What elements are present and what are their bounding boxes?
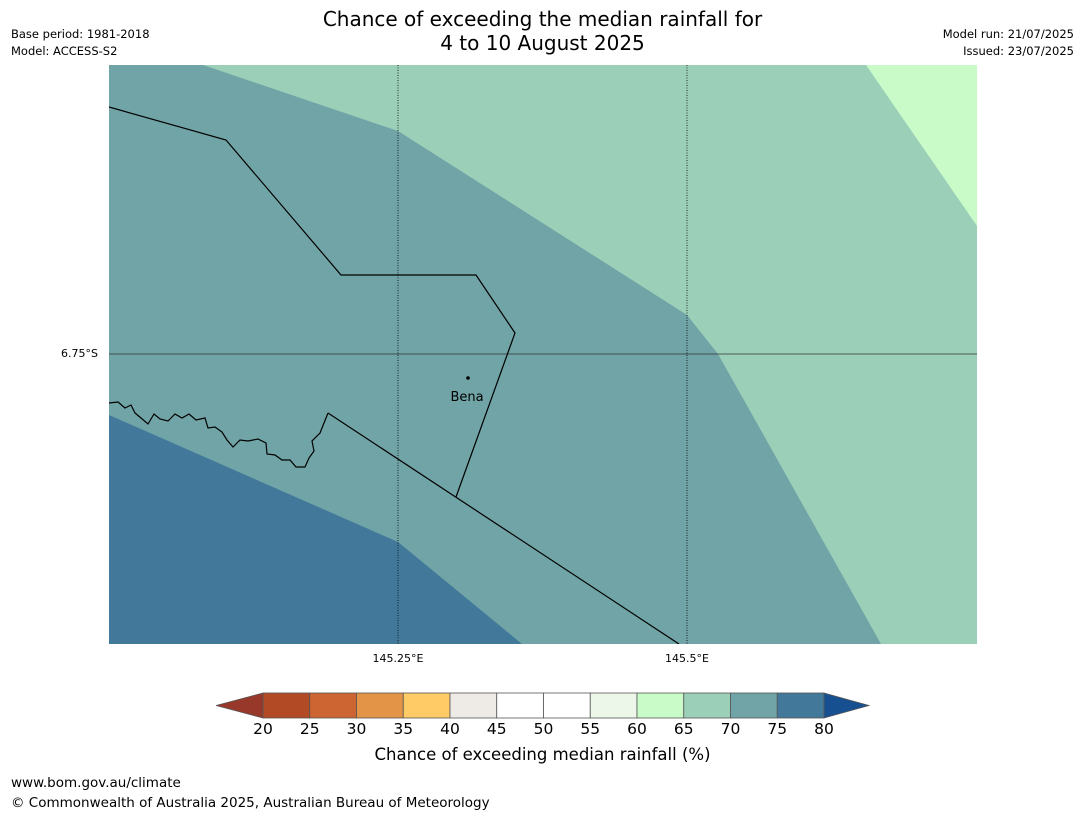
rainfall-map: Bena: [109, 65, 977, 644]
colorbar-tick-80: 80: [814, 720, 834, 738]
colorbar-segment-60: [636, 692, 685, 719]
colorbar-segment-55: [589, 692, 638, 719]
colorbar-title: Chance of exceeding median rainfall (%): [374, 745, 711, 764]
model-run-text: Model run: 21/07/2025: [942, 27, 1074, 41]
colorbar-tick-55: 55: [580, 720, 601, 738]
colorbar: [216, 692, 870, 719]
boundary-south: [327, 412, 680, 644]
run-info: Model run: 21/07/2025 Issued: 23/07/2025: [943, 26, 1074, 60]
colorbar-tick-50: 50: [533, 720, 554, 738]
colorbar-tick-60: 60: [627, 720, 647, 738]
latitude-label: 6.75°S: [61, 347, 98, 360]
colorbar-tick-20: 20: [253, 720, 273, 738]
colorbar-segment-75: [776, 692, 825, 719]
colorbar-tick-30: 30: [346, 720, 367, 738]
boundary-north: [109, 106, 516, 498]
title-line-2: 4 to 10 August 2025: [440, 31, 645, 55]
longitude-label-145-5: 145.5°E: [665, 652, 709, 665]
colorbar-tick-70: 70: [720, 720, 741, 738]
colorbar-segment-70: [730, 692, 778, 719]
longitude-label-145-25: 145.25°E: [372, 652, 424, 665]
base-period-text: Base period: 1981-2018: [11, 27, 150, 41]
model-info: Base period: 1981-2018 Model: ACCESS-S2: [11, 26, 150, 60]
colorbar-tick-25: 25: [299, 720, 320, 738]
colorbar-segment-25: [309, 692, 357, 719]
zone-75-80: [109, 415, 522, 644]
colorbar-tick-40: 40: [440, 720, 460, 738]
colorbar-segment-35: [402, 692, 451, 719]
zone-65-70: [203, 65, 977, 644]
colorbar-tick-45: 45: [486, 720, 507, 738]
colorbar-low-extend: [216, 692, 264, 719]
colorbar-high-extend: [823, 692, 870, 719]
title-line-1: Chance of exceeding the median rainfall …: [322, 7, 763, 31]
model-text: Model: ACCESS-S2: [11, 44, 118, 58]
colorbar-segment-30: [356, 692, 404, 719]
bena-label: Bena: [450, 390, 483, 405]
footer-url[interactable]: www.bom.gov.au/climate: [11, 775, 181, 791]
boundary-rugged: [109, 401, 329, 468]
colorbar-segment-20: [262, 692, 311, 719]
footer-copyright: © Commonwealth of Australia 2025, Austra…: [11, 795, 490, 811]
zone-60-65: [866, 65, 977, 226]
colorbar-segment-50: [543, 692, 591, 719]
issued-text: Issued: 23/07/2025: [963, 44, 1074, 58]
colorbar-tick-75: 75: [767, 720, 788, 738]
colorbar-tick-35: 35: [393, 720, 414, 738]
colorbar-tick-65: 65: [673, 720, 694, 738]
map-title: Chance of exceeding the median rainfall …: [0, 7, 1085, 55]
colorbar-segment-45: [496, 692, 544, 719]
colorbar-segment-40: [449, 692, 498, 719]
colorbar-segment-65: [683, 692, 731, 719]
bena-marker: [466, 376, 470, 380]
